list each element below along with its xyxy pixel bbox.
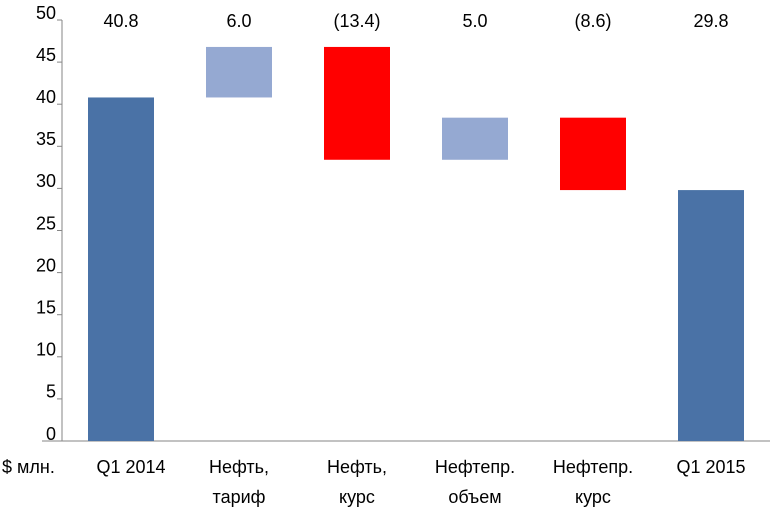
bar [560, 117, 626, 191]
y-tick-label: 10 [36, 340, 56, 360]
x-tick-label: Нефть, [327, 457, 387, 477]
y-tick-label: 40 [36, 87, 56, 107]
y-tick-label: 25 [36, 213, 56, 233]
value-label: 29.8 [693, 11, 728, 31]
y-tick-label: 15 [36, 297, 56, 317]
x-tick-label: Нефтепр. [435, 457, 515, 477]
y-tick-label: 30 [36, 171, 56, 191]
bar [206, 46, 272, 98]
x-tick-label: Нефтепр. [553, 457, 633, 477]
y-tick-label: 20 [36, 255, 56, 275]
x-tick-label: курс [339, 487, 375, 507]
y-tick-label: 45 [36, 45, 56, 65]
y-tick-label: 35 [36, 129, 56, 149]
value-label: 5.0 [462, 11, 487, 31]
value-label: (13.4) [333, 11, 380, 31]
x-tick-label: Нефть, [209, 457, 269, 477]
bar [442, 117, 508, 160]
y-tick-label: 50 [36, 3, 56, 23]
x-tick-label: объем [448, 487, 501, 507]
y-tick-label: 0 [46, 424, 56, 444]
x-tick-label: Q1 2014 [96, 457, 165, 477]
bar [324, 46, 390, 160]
y-axis-label: $ млн. [2, 457, 55, 477]
value-label: 6.0 [226, 11, 251, 31]
value-label: 40.8 [103, 11, 138, 31]
x-tick-label: Q1 2015 [676, 457, 745, 477]
bar [88, 97, 154, 442]
value-label: (8.6) [574, 11, 611, 31]
x-tick-label: тариф [213, 487, 266, 507]
bar [678, 190, 744, 441]
y-tick-label: 5 [46, 382, 56, 402]
x-tick-label: курс [575, 487, 611, 507]
